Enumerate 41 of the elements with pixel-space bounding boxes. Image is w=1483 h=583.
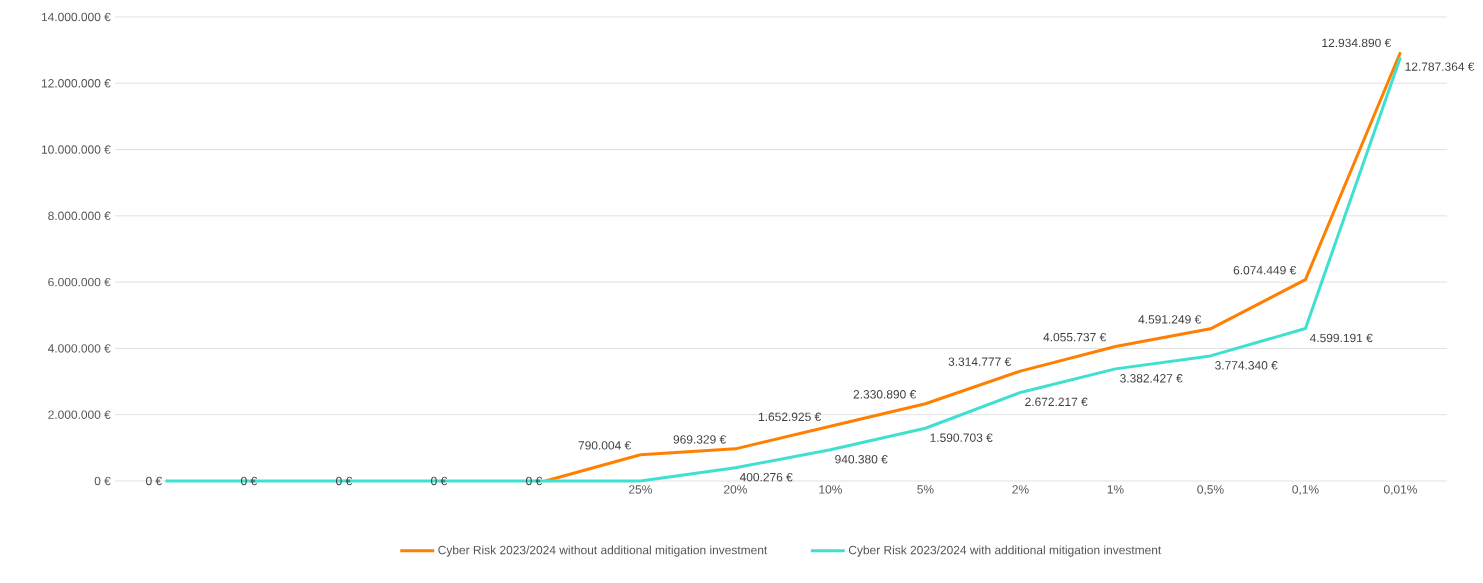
y-tick-label: 14.000.000 € bbox=[41, 12, 111, 22]
data-label: 4.599.191 € bbox=[1309, 333, 1373, 343]
data-label: 3.314.777 € bbox=[948, 357, 1012, 366]
legend-label: Cyber Risk 2023/2024 without additional mitigation investment bbox=[438, 545, 768, 557]
data-label: 3.382.427 € bbox=[1120, 374, 1183, 383]
data-label: 1.652.925 € bbox=[758, 412, 822, 421]
x-tick-label: 5% bbox=[917, 485, 934, 494]
data-label: 400.276 € bbox=[739, 472, 793, 482]
data-label: 0 € bbox=[241, 476, 257, 486]
data-label: 790.004 € bbox=[578, 441, 632, 450]
x-tick-label: 2% bbox=[1012, 485, 1029, 494]
data-label: 4.591.249 € bbox=[1138, 315, 1202, 324]
legend-label: Cyber Risk 2023/2024 with additional mitigation investment bbox=[848, 545, 1162, 557]
data-label: 6.074.449 € bbox=[1233, 266, 1297, 275]
y-tick-label: 8.000.000 € bbox=[48, 211, 111, 221]
data-label: 940.380 € bbox=[835, 455, 888, 464]
x-tick-label: 1% bbox=[1107, 485, 1124, 494]
data-label: 3.774.340 € bbox=[1215, 361, 1278, 370]
data-label: 969.329 € bbox=[673, 435, 727, 444]
x-tick-label: 0,01% bbox=[1383, 485, 1417, 496]
y-tick-label: 12.000.000 € bbox=[41, 79, 111, 88]
y-tick-label: 10.000.000 € bbox=[41, 145, 111, 154]
y-tick-label: 4.000.000 € bbox=[47, 344, 111, 353]
data-label: 1.590.703 € bbox=[930, 433, 993, 442]
data-label: 0 € bbox=[146, 476, 162, 486]
data-label: 2.330.890 € bbox=[853, 390, 917, 399]
y-tick-label: 0 € bbox=[94, 476, 111, 486]
data-label: 0 € bbox=[526, 476, 543, 486]
data-label: 12.934.890 € bbox=[1322, 38, 1392, 48]
x-tick-label: 25% bbox=[629, 485, 652, 494]
x-tick-label: 0,1% bbox=[1292, 485, 1319, 496]
data-label: 2.672.217 € bbox=[1025, 397, 1088, 407]
x-tick-label: 0,5% bbox=[1197, 485, 1224, 496]
x-tick-label: 10% bbox=[819, 485, 842, 494]
data-label: 12.787.364 € bbox=[1405, 62, 1475, 71]
data-label: 4.055.737 € bbox=[1043, 332, 1107, 342]
x-tick-label: 20% bbox=[724, 485, 747, 494]
y-tick-label: 6.000.000 € bbox=[48, 277, 111, 287]
data-label: 0 € bbox=[336, 476, 353, 486]
y-tick-label: 2.000.000 € bbox=[48, 410, 111, 419]
data-label: 0 € bbox=[431, 476, 448, 486]
